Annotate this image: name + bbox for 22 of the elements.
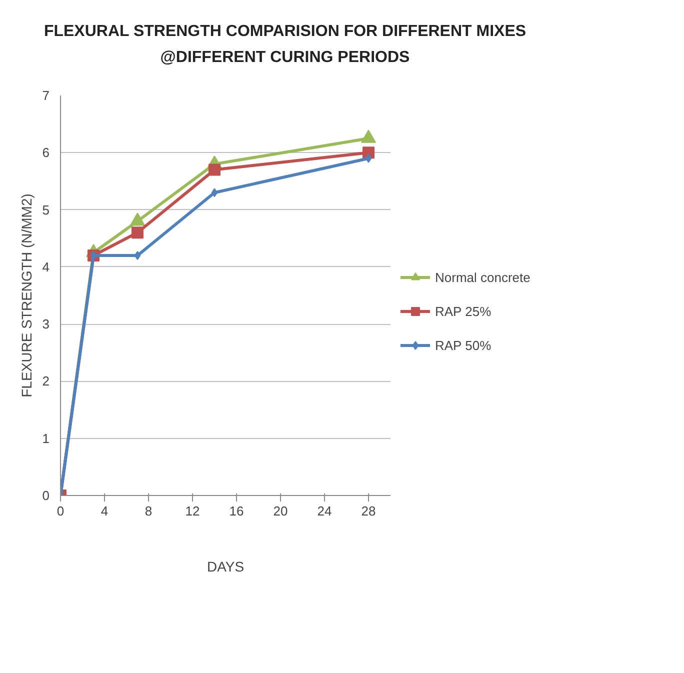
y-tick-label: 7 — [42, 88, 50, 104]
x-tick-label: 16 — [229, 504, 244, 519]
chart-title: FLEXURAL STRENGTH COMPARISION FOR DIFFERENT MIXES @DIFFERENT CURING PERIODS — [44, 22, 526, 68]
y-tick-label: 2 — [42, 374, 50, 389]
y-tick-label: 1 — [42, 431, 50, 446]
x-tick-label: 8 — [144, 504, 152, 519]
y-tick-label: 3 — [42, 316, 50, 332]
legend-label: RAP 50% — [435, 338, 492, 353]
y-tick-label: 0 — [42, 488, 50, 504]
y-tick-label: 5 — [42, 202, 50, 218]
y-tick-label: 6 — [42, 145, 50, 160]
x-tick-label: 0 — [56, 504, 64, 519]
x-tick-label: 24 — [317, 504, 332, 519]
x-tick-label: 4 — [100, 504, 108, 519]
y-axis-title: FLEXURE STRENGTH (N/MM2) — [18, 194, 34, 398]
legend-label: Normal concrete — [435, 270, 530, 285]
x-tick-label: 12 — [185, 504, 200, 519]
x-tick-label: 20 — [273, 504, 288, 519]
x-axis-title: DAYS — [206, 558, 244, 575]
y-tick-label: 4 — [42, 260, 50, 275]
x-tick-label: 28 — [361, 504, 376, 519]
legend-label: RAP 25% — [435, 304, 492, 319]
